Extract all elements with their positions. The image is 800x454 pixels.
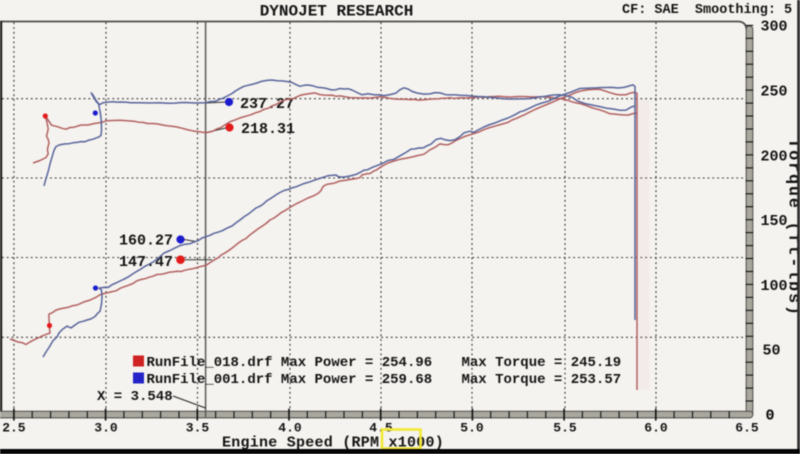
svg-text:6.0: 6.0 bbox=[644, 421, 668, 436]
svg-text:Max Torque = 253.57: Max Torque = 253.57 bbox=[462, 372, 622, 388]
svg-text:100: 100 bbox=[761, 278, 788, 295]
svg-text:218.31: 218.31 bbox=[241, 121, 295, 138]
svg-text:RunFile_018.drf Max Power = 25: RunFile_018.drf Max Power = 254.96 bbox=[147, 355, 433, 371]
svg-text:160.27: 160.27 bbox=[119, 232, 173, 249]
svg-text:0: 0 bbox=[766, 407, 775, 424]
svg-text:4.0: 4.0 bbox=[278, 421, 302, 436]
svg-text:3.5: 3.5 bbox=[186, 421, 210, 436]
svg-text:Max Torque = 245.19: Max Torque = 245.19 bbox=[462, 355, 622, 371]
svg-text:237.27: 237.27 bbox=[240, 96, 294, 113]
svg-text:2.5: 2.5 bbox=[2, 421, 26, 436]
svg-text:6.5: 6.5 bbox=[735, 421, 759, 436]
svg-text:Engine Speed (RPM x1000): Engine Speed (RPM x1000) bbox=[222, 434, 444, 451]
svg-text:5.5: 5.5 bbox=[553, 421, 577, 436]
svg-text:X = 3.548: X = 3.548 bbox=[97, 389, 173, 405]
svg-text:Torque (ft-lbs): Torque (ft-lbs) bbox=[784, 138, 800, 317]
svg-text:147.47: 147.47 bbox=[119, 254, 173, 271]
svg-text:50: 50 bbox=[763, 343, 781, 360]
svg-text:150: 150 bbox=[761, 213, 788, 230]
svg-text:3.0: 3.0 bbox=[94, 421, 118, 436]
svg-text:200: 200 bbox=[761, 148, 788, 165]
svg-text:5.0: 5.0 bbox=[460, 421, 484, 436]
svg-text:RunFile_001.drf Max Power = 25: RunFile_001.drf Max Power = 259.68 bbox=[147, 372, 433, 388]
svg-text:300: 300 bbox=[761, 19, 788, 36]
svg-text:250: 250 bbox=[761, 84, 788, 101]
svg-text:0: 0 bbox=[766, 407, 775, 424]
svg-text:CF: SAE Smoothing: 5: CF: SAE Smoothing: 5 bbox=[622, 3, 792, 18]
svg-text:DYNOJET RESEARCH: DYNOJET RESEARCH bbox=[260, 3, 414, 21]
